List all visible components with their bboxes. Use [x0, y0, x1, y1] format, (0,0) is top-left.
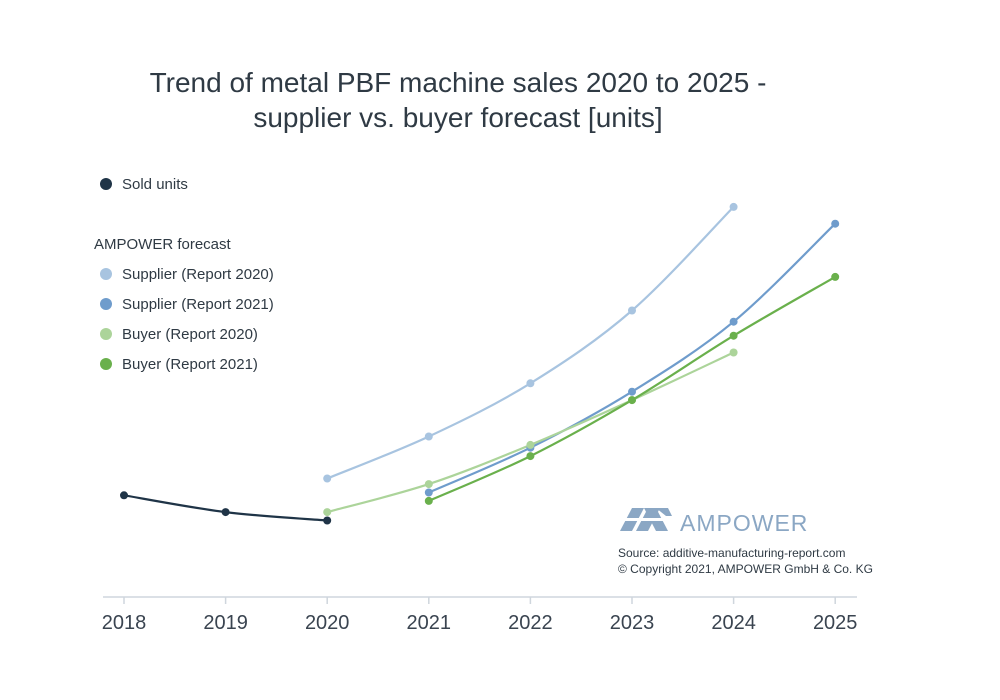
- data-point-buyer-report-2020-2020: [323, 508, 332, 517]
- data-point-supplier-report-2020-2020: [323, 474, 332, 483]
- data-point-buyer-report-2021-2021: [424, 496, 433, 505]
- legend-label-supplier-2020: Supplier (Report 2020): [122, 266, 274, 283]
- x-tick-label-2024: 2024: [711, 612, 756, 634]
- data-point-buyer-report-2020-2024: [729, 348, 738, 357]
- data-point-supplier-report-2020-2024: [729, 202, 738, 211]
- legend-entry-buyer-2021: Buyer (Report 2021): [100, 356, 258, 373]
- data-point-buyer-report-2020-2022: [526, 440, 535, 449]
- source-note: Source: additive-manufacturing-report.co…: [618, 546, 873, 576]
- series-line-supplier-report-2020: [326, 205, 735, 480]
- data-point-buyer-report-2021-2022: [526, 452, 535, 461]
- data-point-supplier-report-2021-2025: [831, 219, 840, 228]
- legend-label-buyer-2021: Buyer (Report 2021): [122, 356, 258, 373]
- data-point-supplier-report-2021-2023: [628, 387, 636, 396]
- x-tick-label-2021: 2021: [407, 612, 452, 634]
- legend-label-sold-units: Sold units: [122, 176, 188, 193]
- data-point-buyer-report-2021-2023: [628, 396, 636, 405]
- x-tick-label-2025: 2025: [813, 612, 858, 634]
- data-point-supplier-report-2021-2021: [424, 488, 433, 497]
- source-line-2: © Copyright 2021, AMPOWER GmbH & Co. KG: [618, 562, 873, 576]
- legend-group-label: AMPOWER forecast: [94, 236, 232, 253]
- ampower-logo-text: AMPOWER: [680, 510, 808, 536]
- x-axis: 2018 2019 2020 2021 2022 2023 2024 2025: [102, 596, 858, 634]
- ampower-logo-icon: [619, 508, 673, 531]
- data-point-supplier-report-2020-2021: [424, 432, 433, 441]
- ampower-logo: AMPOWER: [619, 508, 808, 536]
- plot-points: [120, 202, 840, 525]
- legend-marker-buyer-2021: [100, 358, 112, 370]
- x-ticks: 2018 2019 2020 2021 2022 2023 2024 2025: [102, 597, 858, 634]
- data-point-supplier-report-2021-2024: [729, 317, 738, 326]
- x-tick-label-2018: 2018: [102, 612, 147, 634]
- x-tick-label-2019: 2019: [203, 612, 248, 634]
- data-point-supplier-report-2020-2023: [628, 306, 636, 315]
- legend-entry-supplier-2020: Supplier (Report 2020): [100, 266, 274, 283]
- legend-marker-sold-units: [100, 178, 112, 190]
- series-line-supplier-report-2021: [427, 222, 837, 494]
- legend-label-buyer-2020: Buyer (Report 2020): [122, 326, 258, 343]
- legend-marker-supplier-2021: [100, 298, 112, 310]
- source-line-1: Source: additive-manufacturing-report.co…: [618, 546, 845, 560]
- series-line-sold-units: [122, 494, 329, 522]
- chart-title-line-2: supplier vs. buyer forecast [units]: [253, 102, 662, 133]
- data-point-buyer-report-2021-2024: [729, 331, 738, 340]
- x-tick-label-2022: 2022: [508, 612, 553, 634]
- chart-title-line-1: Trend of metal PBF machine sales 2020 to…: [150, 67, 767, 98]
- data-point-supplier-report-2020-2022: [526, 379, 535, 388]
- data-point-buyer-report-2021-2025: [831, 272, 840, 281]
- legend-marker-supplier-2020: [100, 268, 112, 280]
- data-point-buyer-report-2020-2021: [424, 480, 433, 489]
- data-point-sold-units-2019: [221, 508, 230, 517]
- x-tick-label-2020: 2020: [305, 612, 350, 634]
- data-point-sold-units-2020: [323, 516, 332, 525]
- legend-entry-sold-units: Sold units: [100, 176, 188, 193]
- legend-marker-buyer-2020: [100, 328, 112, 340]
- legend-label-supplier-2021: Supplier (Report 2021): [122, 296, 274, 313]
- data-point-sold-units-2018: [120, 491, 128, 500]
- legend-entry-supplier-2021: Supplier (Report 2021): [100, 296, 274, 313]
- legend: Sold units AMPOWER forecast Supplier (Re…: [94, 176, 274, 373]
- series-line-buyer-report-2020: [326, 351, 735, 514]
- x-tick-label-2023: 2023: [610, 612, 655, 634]
- chart-title: Trend of metal PBF machine sales 2020 to…: [150, 67, 767, 133]
- legend-entry-buyer-2020: Buyer (Report 2020): [100, 326, 258, 343]
